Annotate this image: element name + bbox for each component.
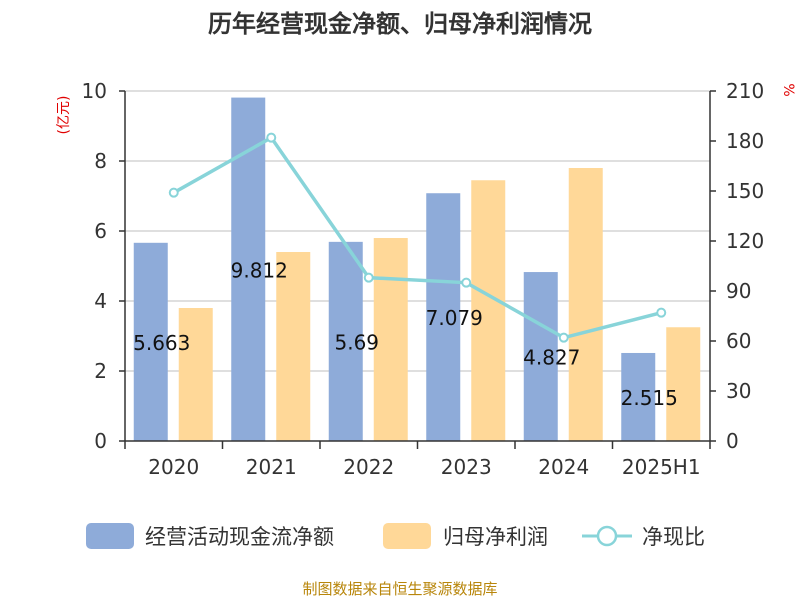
legend-marker-ratio (596, 525, 618, 547)
bar-1-2021 (276, 252, 311, 441)
bar-value-label-2023: 7.079 (426, 306, 483, 330)
gridlines (125, 90, 710, 372)
line-point-2024 (558, 332, 569, 343)
line-point-2025H1 (656, 307, 667, 318)
right-tick-label-4: 120 (726, 229, 764, 253)
legend-label-cashflow: 经营活动现金流净额 (145, 525, 334, 549)
right-tick-label-7: 210 (726, 79, 764, 103)
source-note: 制图数据来自恒生聚源数据库 (302, 580, 497, 598)
x-tick-label-2025H1: 2025H1 (622, 455, 701, 479)
bar-0-2022 (328, 241, 363, 441)
bar-value-label-2024: 4.827 (523, 346, 580, 370)
x-tick-label-2020: 2020 (148, 455, 199, 479)
legend-swatch-cashflow (86, 523, 134, 549)
bar-0-2024 (523, 272, 558, 441)
bar-0-2023 (426, 193, 461, 441)
bar-1-2020 (178, 308, 213, 441)
axes: 0 2 4 6 8 10 0 30 60 90 120 150 180 210 2020 2021 2022 20… (82, 79, 765, 479)
left-tick-label-0: 0 (94, 429, 107, 453)
left-tick-label-1: 2 (94, 359, 107, 383)
chart-title: 历年经营现金净额、归母净利润情况 (208, 10, 592, 38)
right-axis-unit: % (780, 83, 796, 96)
right-tick-label-5: 150 (726, 179, 764, 203)
right-tick-label-3: 90 (726, 279, 751, 303)
bar-0-2025H1 (621, 352, 656, 441)
legend-swatch-profit (383, 523, 431, 549)
left-tick-label-5: 10 (82, 79, 107, 103)
x-tick-label-2024: 2024 (538, 455, 589, 479)
right-tick-label-2: 60 (726, 329, 751, 353)
left-tick-label-2: 4 (94, 289, 107, 313)
legend: 经营活动现金流净额 归母净利润 净现比 (86, 523, 705, 549)
x-tick-label-2023: 2023 (441, 455, 492, 479)
bar-1-2025H1 (666, 327, 701, 441)
bar-value-label-2021: 9.812 (231, 258, 288, 282)
line-series (168, 132, 667, 343)
right-tick-label-6: 180 (726, 129, 764, 153)
x-tick-label-2022: 2022 (343, 455, 394, 479)
bar-value-label-2020: 5.663 (133, 331, 190, 355)
bar-value-label-2025H1: 2.515 (621, 386, 678, 410)
right-tick-label-1: 30 (726, 379, 751, 403)
left-tick-label-3: 6 (94, 219, 107, 243)
bar-0-2021 (231, 97, 266, 441)
bar-group (133, 97, 701, 441)
bar-1-2022 (373, 238, 408, 441)
legend-label-ratio: 净现比 (642, 525, 705, 549)
bar-0-2020 (133, 242, 168, 441)
line-point-2021 (266, 132, 277, 143)
left-axis-unit: (亿元) (56, 96, 72, 135)
left-tick-label-4: 8 (94, 149, 107, 173)
line-point-2023 (461, 277, 472, 288)
right-tick-label-0: 0 (726, 429, 739, 453)
bar-value-label-2022: 5.69 (334, 330, 379, 354)
bar-labels: 5.663 9.812 5.69 7.079 4.827 2.515 (133, 258, 678, 410)
line-point-2020 (168, 187, 179, 198)
bar-1-2024 (568, 168, 603, 441)
line-path (172, 135, 662, 340)
bar-1-2023 (471, 180, 506, 441)
legend-label-profit: 归母净利润 (443, 525, 548, 549)
line-point-2022 (363, 272, 374, 283)
x-tick-label-2021: 2021 (246, 455, 297, 479)
